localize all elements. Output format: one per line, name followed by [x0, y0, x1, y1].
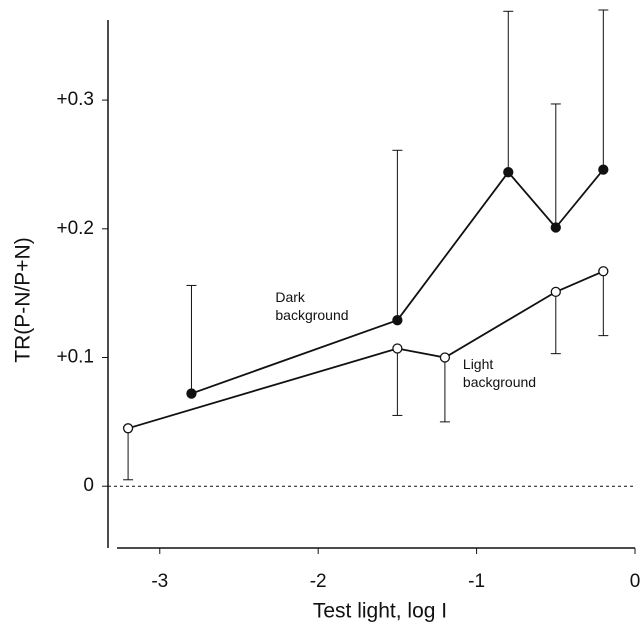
- point: [598, 164, 609, 175]
- point: [186, 388, 197, 399]
- x-tick-label: -1: [468, 571, 485, 592]
- x-axis-label: Test light, log I: [313, 600, 447, 623]
- x-tick-label: -3: [151, 571, 168, 592]
- y-tick-label: 0: [83, 475, 94, 496]
- series-annotation: background: [275, 307, 348, 323]
- y-axis-label: TR(P-N/P+N): [12, 237, 35, 362]
- x-tick-label: -2: [310, 571, 327, 592]
- series-annotation: background: [463, 374, 536, 390]
- y-tick-label: +0.3: [56, 89, 94, 110]
- point: [439, 352, 451, 363]
- y-tick-label: +0.2: [56, 218, 94, 239]
- point: [503, 167, 514, 178]
- series-annotation: Dark: [275, 289, 306, 305]
- y-tick-label: +0.1: [56, 347, 94, 368]
- series-annotation: Light: [463, 356, 493, 372]
- series-line: [127, 270, 604, 430]
- point: [598, 266, 609, 277]
- point: [392, 343, 403, 354]
- x-tick-label: 0: [630, 571, 640, 592]
- point: [550, 286, 561, 298]
- point: [550, 222, 561, 233]
- point: [122, 423, 134, 434]
- point: [392, 315, 403, 326]
